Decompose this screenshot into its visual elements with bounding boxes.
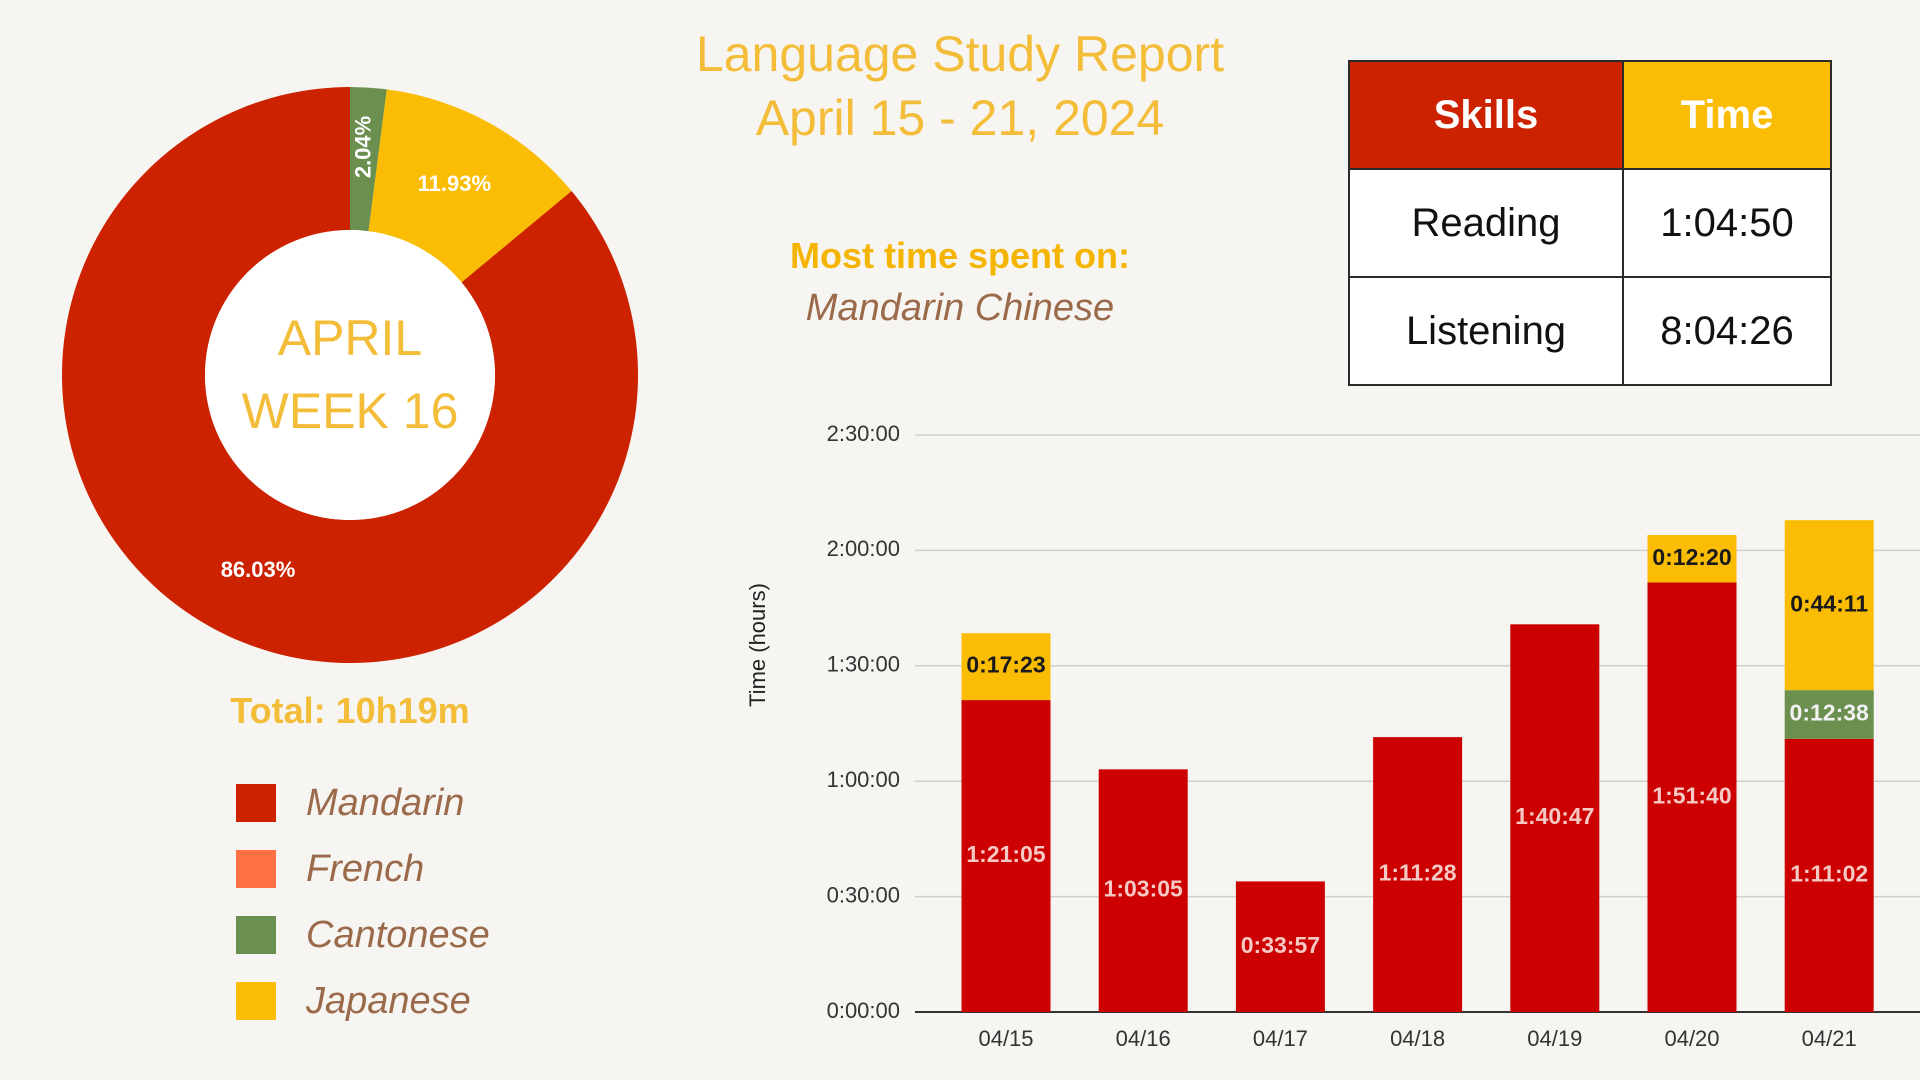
most-time-block: Most time spent on: Mandarin Chinese: [710, 232, 1210, 336]
bar-mandarin: [1784, 738, 1874, 1012]
x-tick-label: 04/20: [1664, 1026, 1719, 1051]
time-cell: 1:04:50: [1622, 168, 1832, 278]
report-date-range: April 15 - 21, 2024: [755, 90, 1165, 146]
y-axis-label: Time (hours): [745, 583, 770, 707]
bar-data-label: 0:44:11: [1790, 590, 1868, 616]
donut-slice-cantonese: [350, 87, 387, 232]
legend-label: Cantonese: [306, 913, 490, 956]
bar-data-label: 1:11:28: [1379, 860, 1457, 886]
x-tick-label: 04/15: [978, 1026, 1033, 1051]
donut-center-line-1: APRIL: [278, 310, 423, 366]
legend-item-french: French: [236, 836, 490, 902]
legend-swatch: [236, 850, 276, 888]
most-time-value: Mandarin Chinese: [805, 287, 1115, 329]
bar-mandarin: [1235, 881, 1325, 1012]
bar-data-label: 0:33:57: [1241, 932, 1320, 958]
legend-swatch: [236, 916, 276, 954]
legend: Mandarin French Cantonese Japanese: [236, 770, 490, 1034]
bar-mandarin: [961, 700, 1051, 1012]
donut-label-japanese: 11.93%: [418, 171, 491, 196]
skills-table: Skills Time Reading 1:04:50 Listening 8:…: [1348, 60, 1832, 386]
bar-data-label: 1:03:05: [1104, 876, 1183, 902]
y-tick-label: 2:00:00: [827, 536, 900, 561]
legend-item-japanese: Japanese: [236, 968, 490, 1034]
bar-cantonese: [1784, 690, 1874, 739]
y-tick-label: 2:30:00: [827, 421, 900, 446]
bar-data-label: 1:21:05: [966, 841, 1045, 867]
legend-label: Japanese: [306, 979, 471, 1022]
donut-label-mandarin: 86.03%: [221, 557, 296, 582]
bar-data-label: 1:51:40: [1652, 782, 1731, 808]
skills-table-header-row: Skills Time: [1348, 60, 1832, 170]
x-tick-label: 04/21: [1802, 1026, 1857, 1051]
bar-japanese: [961, 633, 1051, 701]
report-title: Language Study Report: [695, 26, 1225, 82]
x-tick-label: 04/17: [1253, 1026, 1308, 1051]
legend-item-cantonese: Cantonese: [236, 902, 490, 968]
bar-data-label: 0:17:23: [966, 652, 1045, 678]
donut-center-line-2: WEEK 16: [242, 383, 459, 439]
time-cell: 8:04:26: [1622, 276, 1832, 386]
legend-item-mandarin: Mandarin: [236, 770, 490, 836]
bar-data-label: 1:40:47: [1515, 803, 1594, 829]
donut-slice-mandarin: [62, 87, 639, 663]
y-tick-label: 0:30:00: [827, 882, 900, 907]
time-header: Time: [1622, 60, 1832, 170]
x-tick-label: 04/19: [1527, 1026, 1582, 1051]
legend-swatch: [236, 982, 276, 1020]
bar-mandarin: [1510, 624, 1600, 1012]
x-tick-label: 04/18: [1390, 1026, 1445, 1051]
bar-japanese: [1647, 535, 1737, 583]
bar-data-label: 0:12:20: [1652, 544, 1731, 570]
table-row: Listening 8:04:26: [1348, 276, 1832, 386]
bar-data-label: 1:11:02: [1790, 860, 1868, 886]
y-tick-label: 0:00:00: [827, 998, 900, 1023]
bar-data-label: 0:12:38: [1790, 700, 1869, 726]
most-time-label: Most time spent on:: [790, 235, 1130, 276]
donut-chart: 2.04% 11.93% 86.03% APRIL WEEK 16: [62, 87, 639, 663]
bar-mandarin: [1373, 737, 1463, 1012]
total-time: Total: 10h19m: [230, 690, 470, 731]
bar-japanese: [1784, 520, 1874, 691]
legend-label: Mandarin: [306, 781, 465, 824]
skills-header: Skills: [1348, 60, 1624, 170]
bar-chart: 0:00:00 0:30:00 1:00:00 1:30:00 2:00:00 2:30:…: [745, 421, 1920, 1051]
bar-mandarin: [1647, 582, 1737, 1012]
legend-label: French: [306, 847, 425, 890]
skill-cell: Reading: [1348, 168, 1624, 278]
table-row: Reading 1:04:50: [1348, 168, 1832, 278]
legend-swatch: [236, 784, 276, 822]
donut-slice-japanese: [368, 89, 572, 283]
donut-hole: [205, 230, 495, 520]
y-tick-label: 1:30:00: [827, 652, 900, 677]
x-tick-label: 04/16: [1116, 1026, 1171, 1051]
skill-cell: Listening: [1348, 276, 1624, 386]
bar-mandarin: [1098, 769, 1188, 1012]
y-tick-label: 1:00:00: [827, 767, 900, 792]
report-header: Language Study Report April 15 - 21, 202…: [660, 22, 1260, 150]
donut-label-cantonese: 2.04%: [350, 116, 375, 178]
